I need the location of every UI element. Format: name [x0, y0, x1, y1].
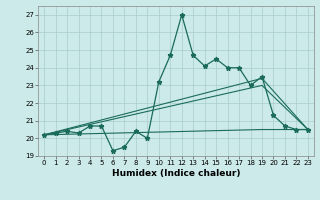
X-axis label: Humidex (Indice chaleur): Humidex (Indice chaleur) [112, 169, 240, 178]
